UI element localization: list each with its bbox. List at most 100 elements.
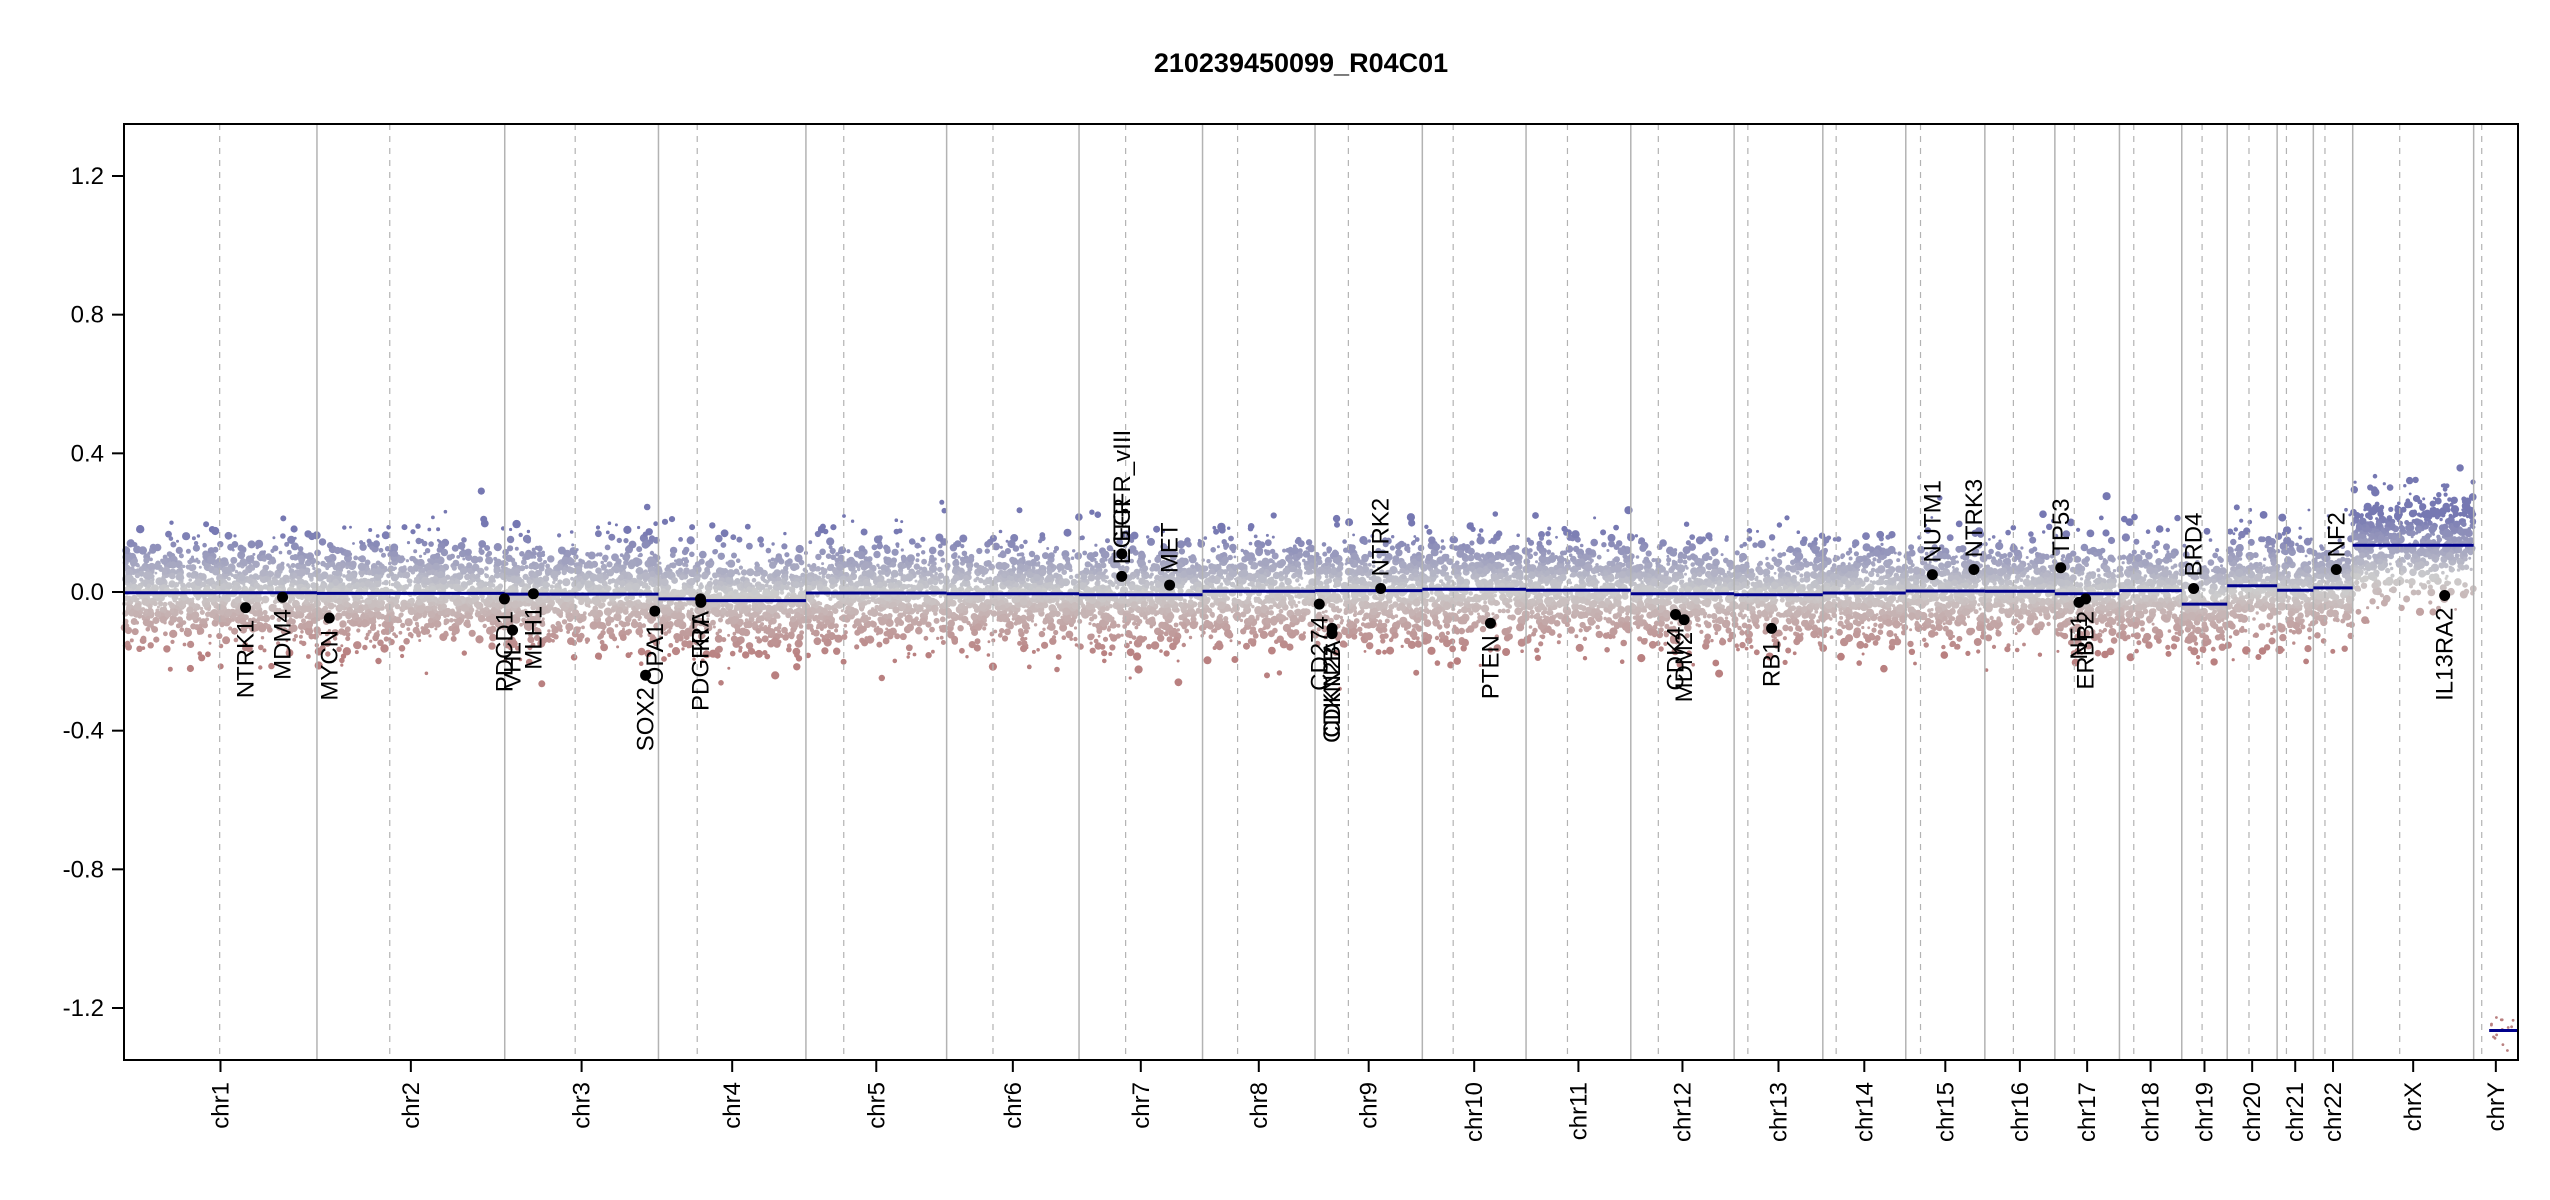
probe-point <box>482 610 487 615</box>
probe-point <box>724 595 729 600</box>
probe-point <box>205 651 211 658</box>
probe-point <box>1041 641 1049 649</box>
probe-point <box>1017 563 1024 570</box>
probe-point <box>624 583 633 592</box>
probe-point <box>170 639 175 645</box>
probe-point <box>325 555 333 563</box>
probe-point <box>353 555 359 561</box>
probe-point <box>765 547 772 554</box>
probe-point <box>226 576 231 581</box>
probe-point <box>340 663 344 667</box>
probe-point <box>512 587 516 592</box>
probe-point <box>319 645 326 652</box>
probe-point <box>807 563 811 568</box>
probe-point <box>660 578 669 587</box>
probe-point <box>167 666 173 672</box>
probe-point <box>933 617 940 624</box>
probe-point <box>502 548 509 556</box>
probe-point <box>266 627 273 633</box>
probe-point <box>755 606 759 610</box>
probe-point <box>219 622 225 628</box>
probe-point <box>372 540 380 548</box>
probe-point <box>742 651 750 659</box>
probe-point <box>727 633 731 637</box>
probe-point <box>334 570 341 577</box>
probe-point <box>635 567 644 575</box>
probe-point <box>449 597 454 602</box>
probe-point <box>356 628 361 633</box>
probe-point <box>720 529 729 538</box>
probe-point <box>182 642 187 647</box>
probe-point <box>440 577 448 585</box>
probe-point <box>1020 645 1028 653</box>
probe-point <box>342 525 347 530</box>
probe-point <box>730 534 737 541</box>
probe-point <box>125 574 134 583</box>
probe-point <box>938 543 943 549</box>
probe-point <box>860 528 868 536</box>
probe-point <box>1005 548 1011 554</box>
probe-point <box>773 569 782 577</box>
probe-point <box>797 608 800 612</box>
probe-point <box>575 548 579 552</box>
probe-point <box>570 576 574 581</box>
probe-point <box>195 585 200 590</box>
probe-point <box>978 611 984 617</box>
probe-point <box>340 653 347 659</box>
probe-point <box>999 551 1007 559</box>
probe-point <box>1056 604 1062 609</box>
probe-point <box>368 528 373 532</box>
probe-point <box>182 532 191 541</box>
probe-point <box>342 647 352 656</box>
probe-point <box>1046 547 1050 550</box>
probe-point <box>920 536 926 542</box>
probe-point <box>381 531 390 540</box>
probe-point <box>531 550 537 556</box>
probe-point <box>338 547 345 554</box>
probe-point <box>368 617 375 625</box>
probe-point <box>176 603 180 607</box>
probe-point <box>922 609 926 613</box>
probe-point <box>717 628 723 634</box>
probe-point <box>887 578 892 583</box>
probe-point <box>819 548 826 556</box>
probe-point <box>565 614 570 619</box>
probe-point <box>813 637 822 646</box>
probe-point <box>149 557 153 562</box>
probe-point <box>981 587 987 593</box>
probe-point <box>224 531 233 540</box>
probe-point <box>366 559 370 564</box>
probe-point <box>631 582 641 592</box>
probe-point <box>1063 528 1072 537</box>
probe-point <box>357 562 366 571</box>
probe-point <box>484 566 489 571</box>
probe-point <box>624 556 630 562</box>
probe-point <box>309 599 314 604</box>
probe-point <box>509 527 513 532</box>
probe-point <box>285 603 292 611</box>
probe-point <box>687 599 694 606</box>
probe-point <box>186 606 194 614</box>
probe-point <box>967 594 974 601</box>
probe-point <box>648 580 654 586</box>
probe-point <box>738 565 744 570</box>
probe-point <box>922 567 928 573</box>
probe-point <box>875 598 878 602</box>
probe-point <box>202 619 207 625</box>
probe-point <box>727 559 736 568</box>
probe-point <box>393 546 398 552</box>
probe-point <box>269 614 275 620</box>
probe-point <box>352 614 357 618</box>
probe-point <box>890 569 899 578</box>
probe-point <box>224 566 233 574</box>
probe-point <box>964 611 968 614</box>
probe-point <box>436 527 441 532</box>
probe-point <box>999 604 1006 611</box>
probe-point <box>146 615 150 620</box>
probe-point <box>437 571 445 578</box>
probe-point <box>878 674 885 682</box>
probe-point <box>747 648 753 653</box>
probe-point <box>1049 622 1053 627</box>
probe-point <box>746 568 755 577</box>
probe-point <box>295 606 301 612</box>
